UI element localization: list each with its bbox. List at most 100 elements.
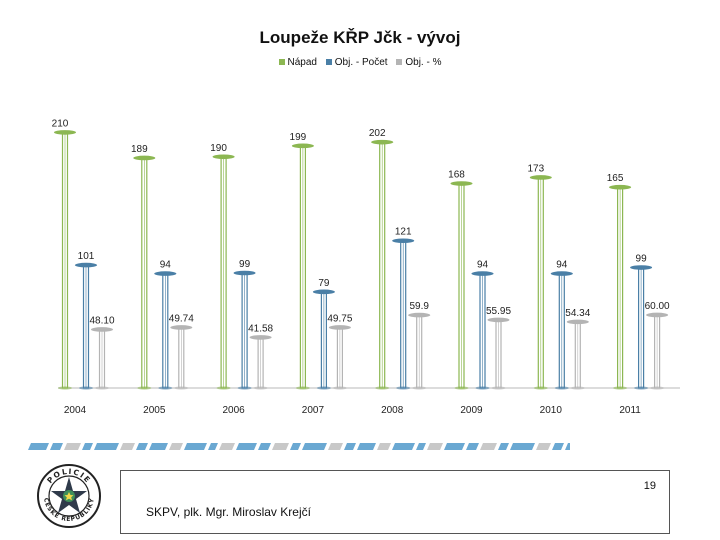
bar-shape <box>95 386 109 390</box>
stripe-segment <box>392 443 415 450</box>
data-label-obj-pct-2007: 49.75 <box>327 313 352 324</box>
stripe-segment <box>208 443 218 450</box>
x-tick-label-2010: 2010 <box>540 405 563 416</box>
bar-shape <box>233 270 256 276</box>
stripe-segment <box>357 443 376 450</box>
stripe-segment <box>480 443 497 450</box>
x-tick-label-2005: 2005 <box>143 405 166 416</box>
data-label-napad-2009: 168 <box>448 170 465 181</box>
bar-obj-pct-2008 <box>408 312 431 390</box>
data-label-obj-pct-2004: 48.10 <box>89 315 114 326</box>
bar-obj-pocet-2006 <box>233 270 256 390</box>
bar-shape <box>154 271 177 276</box>
stripe-segment <box>82 443 93 450</box>
bar-obj-pct-2006 <box>249 335 272 390</box>
stripe-segment <box>552 443 564 450</box>
bar-napad-2005 <box>133 155 156 390</box>
data-label-obj-pocet-2008: 121 <box>395 227 412 238</box>
stripe-segment <box>258 443 271 450</box>
data-label-obj-pct-2011: 60.00 <box>645 301 670 312</box>
data-label-napad-2010: 173 <box>527 163 544 174</box>
stripe-segment <box>377 443 391 450</box>
bar-shape <box>58 386 72 390</box>
stripe-segment <box>149 443 168 450</box>
data-label-obj-pct-2010: 54.34 <box>565 308 590 319</box>
stripe-segment <box>498 443 509 450</box>
stripe-segment <box>136 443 148 450</box>
bar-shape <box>613 386 628 390</box>
bar-shape <box>158 386 173 390</box>
data-label-obj-pocet-2010: 94 <box>556 260 568 271</box>
bar-shape <box>212 154 235 160</box>
bar-shape <box>609 184 632 190</box>
stripe-segment <box>272 443 289 450</box>
chart-plot: 210 101 48.10 2004 189 94 49.74 2005 190 99 41.58 2… <box>52 118 680 416</box>
bar-napad-2008 <box>371 139 394 390</box>
bar-shape <box>295 386 310 390</box>
stripe-segment <box>64 443 81 450</box>
bar-napad-2011 <box>609 184 632 390</box>
bar-obj-pocet-2004 <box>75 262 97 390</box>
data-label-obj-pocet-2011: 99 <box>636 254 648 265</box>
data-label-obj-pct-2008: 59.9 <box>409 301 429 312</box>
data-label-obj-pct-2005: 49.74 <box>169 313 194 324</box>
bar-shape <box>566 319 589 325</box>
stripe-segment <box>328 443 343 450</box>
bar-napad-2007 <box>291 143 314 390</box>
legend-label-obj-pct: Obj. - % <box>405 57 442 68</box>
bar-obj-pct-2011 <box>646 312 669 390</box>
bar-obj-pct-2007 <box>328 325 351 390</box>
bar-shape <box>450 181 473 186</box>
stripe-segment <box>50 443 63 450</box>
stripe-segment <box>536 443 551 450</box>
chart-title: Loupeže KŘP Jčk - vývoj <box>259 28 461 47</box>
stripe-segment <box>344 443 356 450</box>
bar-shape <box>75 262 97 268</box>
decorative-stripe <box>28 443 570 450</box>
stripe-segment <box>416 443 426 450</box>
bar-shape <box>454 386 469 390</box>
data-label-napad-2011: 165 <box>607 173 624 184</box>
bar-shape <box>392 238 415 244</box>
data-label-napad-2006: 190 <box>210 143 227 154</box>
legend-label-napad: Nápad <box>287 57 317 68</box>
stripe-segment <box>120 443 135 450</box>
police-badge-logo: POLICIE ČESKÉ REPUBLIKY <box>37 464 101 528</box>
stripe-segment <box>28 443 49 450</box>
bar-shape <box>170 325 193 330</box>
bar-obj-pct-2004 <box>91 327 113 390</box>
page-number: 19 <box>643 480 656 492</box>
bar-shape <box>291 143 314 149</box>
bar-shape <box>249 335 272 340</box>
legend-swatch-obj-pct <box>396 59 403 65</box>
bar-shape <box>79 386 93 390</box>
bar-shape <box>533 386 548 390</box>
bar-shape <box>554 386 569 390</box>
bar-shape <box>471 271 494 276</box>
bar-shape <box>646 312 669 318</box>
bar-shape <box>91 327 113 332</box>
bar-shape <box>312 289 335 295</box>
legend-item-obj-pct: Obj. - % <box>396 57 441 68</box>
bar-obj-pocet-2007 <box>312 289 335 390</box>
data-label-obj-pct-2009: 55.95 <box>486 306 511 317</box>
x-tick-label-2011: 2011 <box>619 405 641 416</box>
chart-legend: Nápad Obj. - Počet Obj. - % <box>0 57 720 68</box>
stripe-segment <box>94 443 119 450</box>
bar-napad-2004 <box>54 130 76 390</box>
bar-shape <box>634 386 649 390</box>
legend-label-obj-pocet: Obj. - Počet <box>334 57 388 68</box>
legend-swatch-napad <box>278 59 285 65</box>
bar-obj-pocet-2008 <box>392 238 415 390</box>
stripe-segment <box>169 443 183 450</box>
bar-shape <box>174 386 189 390</box>
bar-shape <box>650 386 665 390</box>
stripe-segment <box>466 443 479 450</box>
bar-obj-pct-2005 <box>170 325 193 390</box>
data-label-obj-pocet-2006: 99 <box>239 259 251 270</box>
stripe-segment <box>219 443 235 450</box>
bar-shape <box>371 139 394 145</box>
stripe-segment <box>184 443 207 450</box>
data-label-obj-pocet-2005: 94 <box>160 260 172 271</box>
legend-item-obj-pocet: Obj. - Počet <box>325 57 388 68</box>
